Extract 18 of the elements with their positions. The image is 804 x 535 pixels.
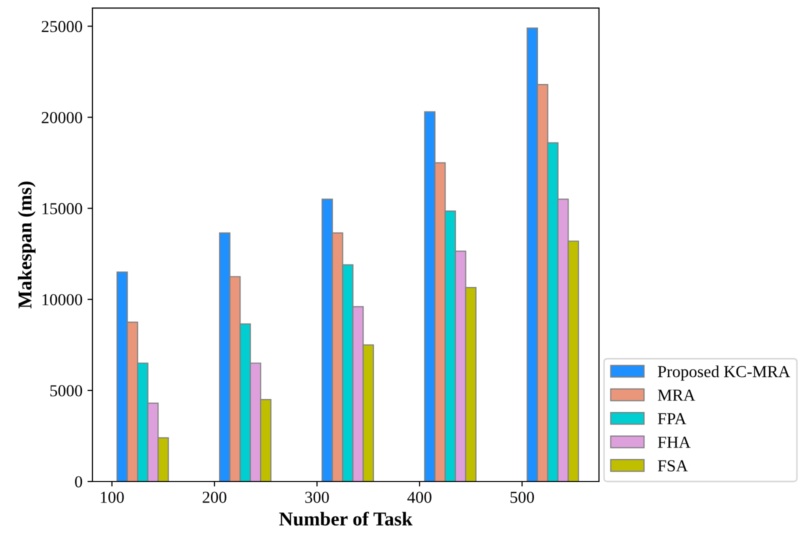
y-tick-label: 15000	[42, 203, 82, 214]
x-axis-title: Number of Task	[279, 512, 413, 526]
x-tick-label: 200	[202, 492, 226, 503]
y-tick-label: 5000	[50, 385, 82, 396]
x-tick-label: 100	[100, 492, 124, 503]
y-tick-label: 10000	[42, 294, 82, 306]
x-tick-label: 500	[510, 492, 534, 503]
legend-label: MRA	[658, 390, 696, 401]
legend-label: FSA	[658, 460, 688, 472]
legend-label: FPA	[658, 413, 686, 424]
y-tick-label: 25000	[42, 20, 82, 32]
legend-label: Proposed KC-MRA	[658, 366, 790, 381]
x-tick-label: 300	[305, 492, 329, 503]
x-tick-label: 400	[407, 492, 432, 503]
y-tick-label: 20000	[42, 112, 82, 124]
legend-label: FHA	[658, 436, 691, 448]
y-tick-label: 0	[75, 476, 82, 488]
y-axis-title: Makespan (ms)	[18, 182, 36, 308]
